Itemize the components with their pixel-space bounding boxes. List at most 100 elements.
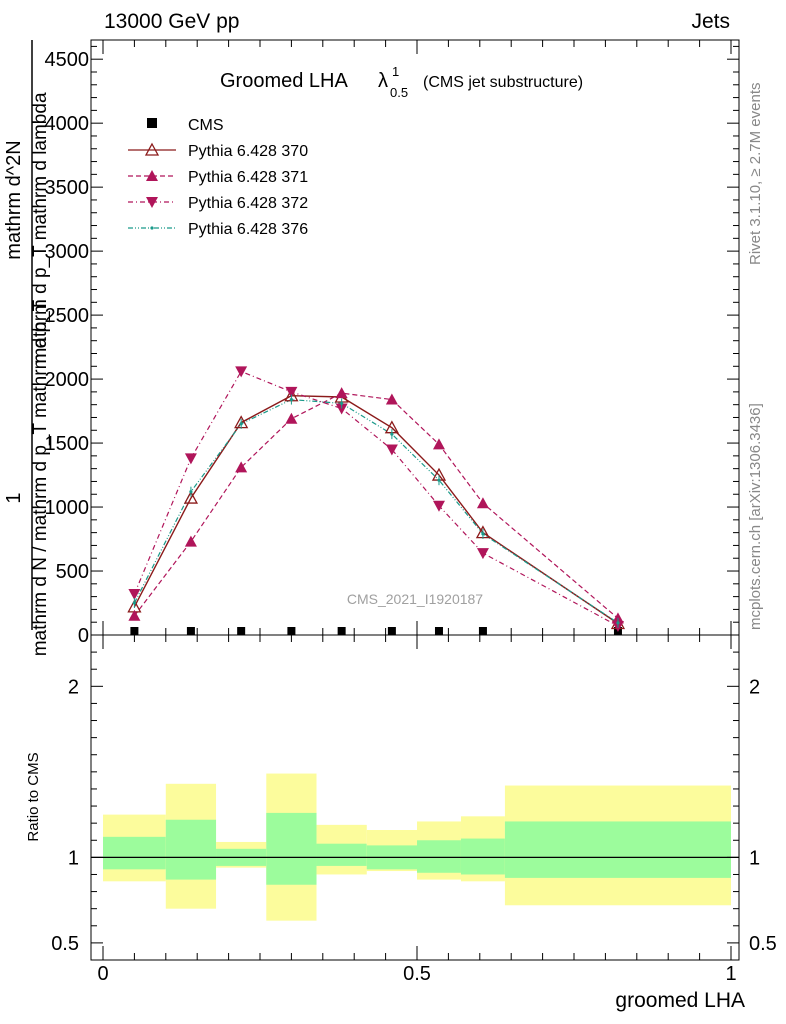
series-marker <box>128 609 141 621</box>
main-x-ticks <box>102 40 732 635</box>
main-y-tick-label: 2500 <box>45 305 90 327</box>
ratio-y-tick-label-right: 2 <box>749 676 760 698</box>
ratio-x-axis: 0 0.5 1 <box>97 635 737 985</box>
series-marker <box>235 366 248 378</box>
ratio-inner-band <box>417 840 461 873</box>
main-y-axis: 0 500 1000 1500 2000 2500 3000 3500 4000 4500 <box>45 45 739 647</box>
ylabel-denominator-1: mathrm d N / mathrm d p_T mathrm d p_T <box>30 299 51 656</box>
ratio-inner-band <box>460 838 505 875</box>
header-category-label: Jets <box>691 10 730 33</box>
ratio-inner-band <box>504 821 731 878</box>
x-tick-label: 0 <box>97 963 108 985</box>
header-process-label: 13000 GeV pp <box>104 10 239 33</box>
ratio-y-tick-label-right: 0.5 <box>749 933 777 955</box>
main-y-axis-label: 1 mathrm d N / mathrm d p_T mathrm d p_T… <box>3 40 51 656</box>
series-marker <box>335 387 348 399</box>
ratio-inner-band <box>266 812 317 885</box>
cms-data-point <box>237 627 246 635</box>
series-marker <box>335 403 348 415</box>
cms-data-point <box>387 627 396 635</box>
cms-data-point <box>478 627 487 635</box>
series-marker <box>285 412 298 424</box>
main-y-tick-label: 500 <box>56 561 89 583</box>
ylabel-denominator-2: mathrm d p_T mathrm d lambda <box>30 92 51 363</box>
title-lambda: λ <box>378 70 388 92</box>
ratio-y-tick-label-left: 1 <box>68 847 79 869</box>
title-note: (CMS jet substructure) <box>423 74 583 91</box>
cms-data-point <box>186 627 195 635</box>
ratio-inner-band <box>103 836 166 870</box>
ratio-y-tick-label-right: 1 <box>749 847 760 869</box>
series-marker <box>184 453 197 465</box>
legend-cms-marker <box>147 118 157 128</box>
series-marker <box>189 490 193 494</box>
mcplots-reference-label: mcplots.cern.ch [arXiv:1306.3436] <box>747 403 764 630</box>
main-y-tick-label: 0 <box>78 625 89 647</box>
ratio-y-axis: 0.5 0.5 1 1 2 2 <box>51 651 777 955</box>
ratio-y-axis-label: Ratio to CMS <box>25 752 42 841</box>
series-marker <box>128 589 141 601</box>
ylabel-numerator-1: 1 <box>3 492 25 503</box>
x-tick-label: 0.5 <box>403 963 431 985</box>
cms-data-points <box>130 627 622 635</box>
x-tick-label: 1 <box>725 963 736 985</box>
legend-372-marker <box>146 197 158 208</box>
series-marker <box>385 393 398 405</box>
main-y-tick-label: 4000 <box>45 113 90 135</box>
ratio-inner-band <box>316 843 367 866</box>
rivet-version-label: Rivet 3.1.10, ≥ 2.7M events <box>747 83 764 266</box>
series-marker <box>432 500 445 512</box>
series-marker <box>616 621 620 625</box>
series-marker <box>289 397 293 402</box>
x-axis-label: groomed LHA <box>615 989 745 1012</box>
series-marker <box>183 490 199 504</box>
series-line <box>133 370 619 627</box>
main-y-tick-label: 1000 <box>45 497 90 519</box>
legend-376-marker <box>150 226 154 230</box>
legend: CMS Pythia 6.428 370 Pythia 6.428 371 Py… <box>128 117 308 238</box>
legend-370-label: Pythia 6.428 370 <box>188 143 308 160</box>
legend-376-label: Pythia 6.428 376 <box>188 221 308 238</box>
series-marker <box>184 535 197 547</box>
series-marker <box>437 478 441 482</box>
series-line <box>133 398 619 624</box>
ratio-plot-frame <box>90 634 740 961</box>
series-lines <box>133 370 619 627</box>
main-y-tick-label: 1500 <box>45 433 90 455</box>
series-marker <box>285 386 298 398</box>
title-superscript: 1 <box>392 64 399 79</box>
series-marker <box>390 432 394 436</box>
series-marker <box>476 497 489 509</box>
series-line <box>133 395 619 625</box>
series-marker <box>385 444 398 456</box>
ylabel-numerator-2: mathrm d^2N <box>3 140 25 259</box>
series-markers <box>127 366 626 633</box>
series-marker <box>235 461 248 473</box>
title-main: Groomed LHA <box>220 70 348 92</box>
main-y-tick-label: 4500 <box>45 49 90 71</box>
ratio-y-tick-label-left: 0.5 <box>51 933 79 955</box>
main-y-tick-label: 2000 <box>45 369 90 391</box>
series-marker <box>132 601 136 605</box>
legend-371-marker <box>146 170 158 181</box>
legend-370-marker <box>144 142 160 156</box>
analysis-watermark: CMS_2021_I1920187 <box>347 591 483 607</box>
legend-371-label: Pythia 6.428 371 <box>188 169 308 186</box>
main-y-tick-label: 3000 <box>45 241 90 263</box>
ratio-uncertainty-bands <box>103 773 731 921</box>
cms-data-point <box>434 627 443 635</box>
ratio-inner-band <box>165 819 217 880</box>
series-line <box>133 392 619 619</box>
series-marker <box>239 422 243 426</box>
main-plot-panel: CMS_2021_I1920187 0 500 1000 1500 2000 2500 30… <box>3 39 740 656</box>
plot-title: Groomed LHA λ 1 0.5 (CMS jet substructur… <box>220 64 583 100</box>
legend-372-label: Pythia 6.428 372 <box>188 195 308 212</box>
series-marker <box>476 548 489 560</box>
title-subscript: 0.5 <box>390 85 408 100</box>
series-marker <box>481 532 485 536</box>
cms-data-point <box>337 627 346 635</box>
main-y-tick-label: 3500 <box>45 177 90 199</box>
series-marker <box>432 438 445 450</box>
legend-cms-label: CMS <box>188 117 224 134</box>
